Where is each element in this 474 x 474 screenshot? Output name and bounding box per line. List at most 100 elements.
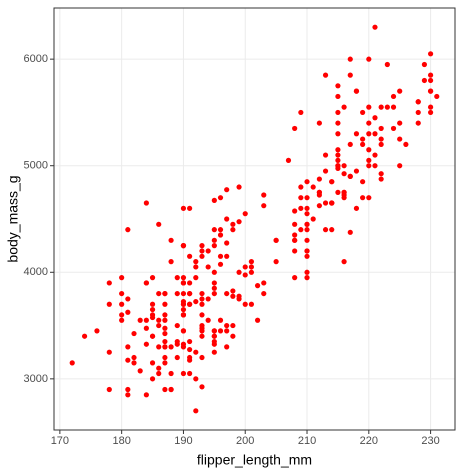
point	[292, 232, 298, 238]
point	[211, 290, 217, 297]
point	[143, 280, 149, 286]
point	[149, 306, 156, 313]
point	[205, 317, 211, 323]
point	[119, 312, 125, 318]
point	[304, 195, 310, 201]
x-tick-label: 220	[360, 435, 378, 447]
point	[316, 120, 322, 126]
point	[180, 290, 187, 297]
point	[199, 290, 205, 297]
point	[168, 386, 174, 393]
point	[106, 280, 112, 286]
point	[230, 293, 236, 299]
point	[360, 109, 366, 116]
point	[248, 301, 255, 307]
y-axis-title: body_mass_g	[5, 175, 21, 262]
point	[378, 104, 384, 110]
point	[335, 109, 341, 116]
point	[168, 237, 174, 243]
point	[322, 227, 329, 233]
point	[292, 275, 298, 281]
point	[168, 259, 174, 265]
point	[211, 227, 217, 233]
point	[119, 301, 125, 307]
point	[168, 344, 174, 350]
point	[180, 280, 187, 286]
point	[304, 248, 310, 254]
point	[211, 285, 217, 291]
point	[397, 136, 403, 142]
point	[162, 338, 168, 345]
point	[187, 301, 193, 307]
point	[316, 189, 322, 195]
panel	[54, 8, 455, 430]
point	[366, 131, 372, 137]
point	[335, 165, 341, 171]
point	[335, 157, 341, 163]
point	[143, 200, 149, 206]
x-axis-title: flipper_length_mm	[197, 452, 312, 468]
point	[168, 370, 174, 377]
point	[199, 296, 205, 302]
point	[180, 370, 187, 377]
point	[217, 253, 224, 259]
point	[106, 386, 112, 393]
point	[341, 104, 347, 110]
point	[322, 152, 329, 158]
point	[347, 72, 353, 78]
point	[378, 141, 384, 148]
point	[211, 280, 217, 286]
point	[125, 227, 131, 233]
point	[199, 322, 205, 329]
point	[125, 357, 131, 363]
point	[335, 83, 341, 89]
point	[199, 354, 205, 361]
point	[298, 195, 304, 201]
point	[360, 141, 366, 148]
point	[211, 197, 217, 203]
point	[156, 221, 162, 227]
point	[304, 221, 310, 227]
point	[427, 51, 434, 57]
point	[322, 200, 329, 206]
point	[162, 290, 168, 297]
point	[180, 298, 187, 305]
point	[193, 259, 199, 265]
point	[149, 360, 156, 366]
point	[353, 205, 360, 211]
point	[217, 232, 224, 238]
point	[156, 344, 162, 350]
point	[81, 333, 88, 339]
point	[261, 290, 267, 297]
point	[427, 77, 434, 84]
point	[261, 203, 267, 209]
point	[427, 104, 434, 110]
point	[329, 227, 335, 233]
point	[224, 187, 230, 193]
panel-border	[53, 7, 456, 431]
point	[298, 227, 304, 233]
x-tick-label: 190	[174, 435, 192, 447]
point	[347, 173, 353, 179]
point	[187, 354, 193, 361]
point	[230, 288, 236, 294]
point	[242, 264, 248, 270]
point	[292, 237, 298, 243]
point	[125, 344, 131, 350]
point	[427, 109, 434, 116]
point	[415, 120, 421, 126]
point	[421, 61, 428, 68]
point	[199, 384, 205, 390]
point	[329, 179, 335, 185]
point	[224, 253, 230, 259]
point	[304, 205, 310, 211]
point	[390, 125, 397, 132]
point	[236, 184, 242, 190]
point	[304, 227, 310, 233]
point	[310, 184, 316, 190]
point	[347, 56, 353, 62]
point	[285, 157, 292, 163]
point	[149, 314, 156, 321]
point	[236, 293, 242, 299]
